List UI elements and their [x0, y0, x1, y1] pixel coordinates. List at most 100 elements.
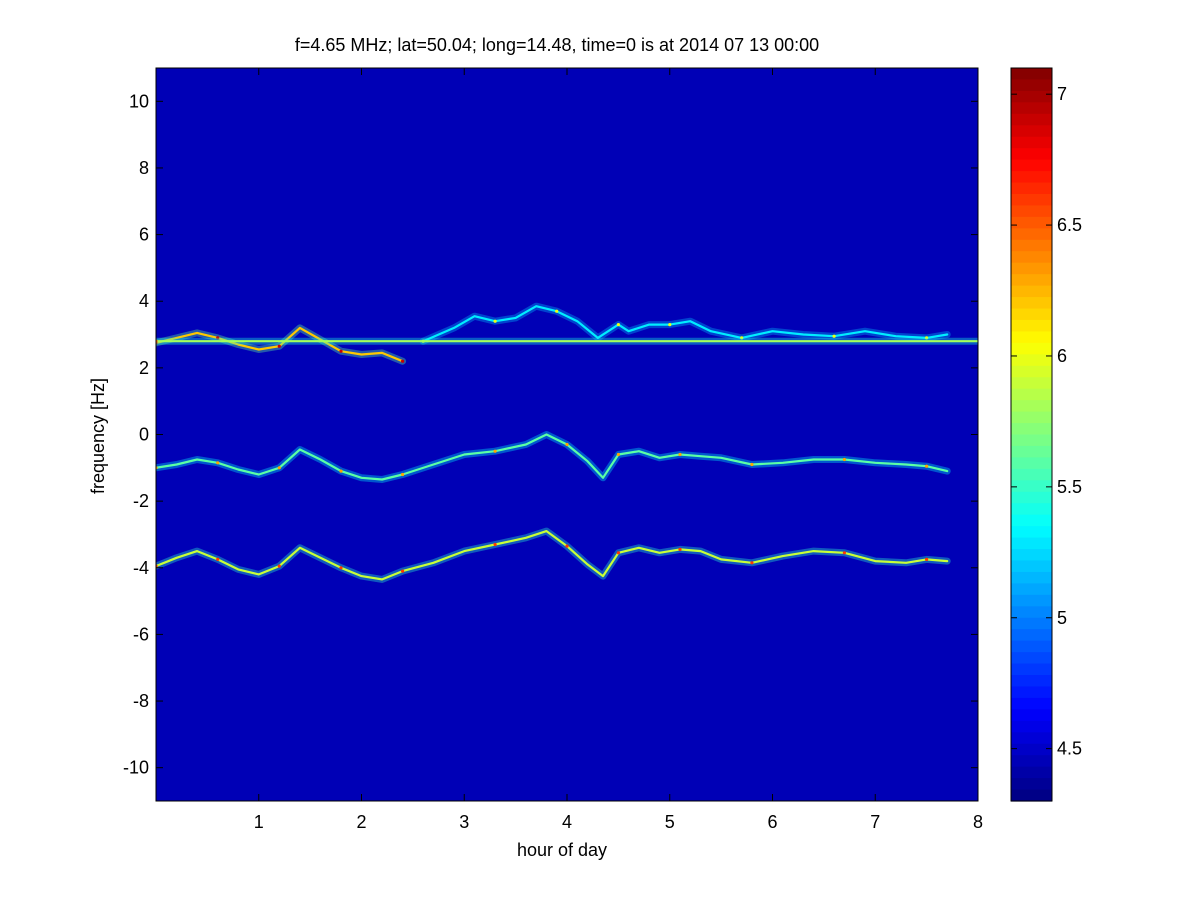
y-tick-label: -8	[133, 691, 149, 711]
x-tick-label: 1	[254, 812, 264, 832]
y-tick-label: 8	[139, 158, 149, 178]
colorbar-tick-label: 7	[1057, 84, 1067, 104]
plot-area	[155, 67, 979, 802]
trace-3-point	[493, 449, 497, 453]
y-tick-label: -6	[133, 624, 149, 644]
y-tick-label: 6	[139, 225, 149, 245]
colorbar	[1010, 67, 1053, 802]
colorbar-swatch	[1011, 675, 1052, 688]
colorbar-swatch	[1011, 686, 1052, 699]
trace-3	[156, 433, 949, 481]
colorbar-swatch	[1011, 193, 1052, 207]
colorbar-swatch	[1011, 514, 1052, 527]
trace-3-point	[277, 466, 281, 470]
colorbar-swatch	[1011, 125, 1052, 138]
trace-3-point	[216, 461, 220, 465]
trace-4-point	[339, 566, 343, 570]
colorbar-swatch	[1011, 216, 1052, 229]
x-tick-label: 4	[562, 812, 572, 832]
x-tick-label: 7	[870, 812, 880, 832]
colorbar-swatch	[1011, 778, 1052, 791]
trace-1-point	[277, 344, 281, 348]
colorbar-ticks: 4.5 5 5.5 6 6.5 7	[1011, 84, 1082, 759]
spectrogram-background	[156, 68, 978, 801]
colorbar-swatch	[1011, 102, 1052, 115]
x-axis-label: hour of day	[517, 840, 607, 860]
y-tick-label: -2	[133, 491, 149, 511]
colorbar-tick-label: 6	[1057, 346, 1067, 366]
trace-3-point	[678, 452, 682, 457]
trace-4-point	[216, 557, 220, 562]
colorbar-swatch	[1011, 629, 1052, 642]
colorbar-swatch	[1011, 400, 1052, 413]
colorbar-swatch	[1011, 732, 1052, 745]
colorbar-swatch	[1011, 697, 1052, 710]
colorbar-swatch	[1011, 766, 1052, 779]
y-tick-label: -4	[133, 558, 149, 578]
colorbar-swatch	[1011, 560, 1052, 573]
colorbar-frame	[1010, 67, 1053, 802]
colorbar-swatch	[1011, 411, 1052, 424]
colorbar-swatch	[1011, 251, 1052, 264]
colorbar-swatch	[1011, 549, 1052, 562]
x-axis: 1 2 3 4 5 6 7 8	[254, 68, 983, 832]
colorbar-swatch	[1011, 720, 1052, 733]
colorbar-swatch	[1011, 79, 1052, 92]
x-tick-label: 5	[665, 812, 675, 832]
trace-4-point	[678, 547, 682, 552]
trace-3-point	[616, 452, 621, 457]
colorbar-swatch	[1011, 319, 1052, 333]
x-tick-label: 8	[973, 812, 983, 832]
trace-4-point	[750, 561, 754, 565]
trace-2-point	[925, 336, 929, 340]
trace-4-point	[401, 569, 405, 573]
colorbar-swatch	[1011, 571, 1052, 584]
y-tick-label: 2	[139, 358, 149, 378]
trace-4	[156, 529, 949, 581]
colorbar-swatch	[1011, 354, 1052, 367]
y-tick-label: 10	[129, 91, 149, 111]
x-tick-label: 2	[356, 812, 366, 832]
y-axis: -10 -8 -6 -4 -2 0 2 4 6 8 10	[123, 91, 978, 778]
colorbar-swatch	[1011, 68, 1052, 81]
trace-4-point	[565, 544, 569, 548]
trace-4-point	[842, 551, 847, 555]
trace-1-point	[339, 349, 343, 353]
colorbar-swatch	[1011, 743, 1052, 756]
x-tick-label: 6	[767, 812, 777, 832]
colorbar-swatch	[1011, 113, 1052, 126]
colorbar-swatch	[1011, 182, 1052, 195]
colorbar-swatch	[1011, 148, 1052, 161]
colorbar-swatch	[1011, 262, 1052, 275]
colorbar-tick-label: 6.5	[1057, 215, 1082, 235]
colorbar-swatch	[1011, 159, 1052, 172]
trace-1-point	[401, 359, 405, 363]
colorbar-swatch	[1011, 297, 1052, 310]
colorbar-swatch	[1011, 331, 1052, 344]
colorbar-swatch	[1011, 274, 1052, 287]
x-tick-label: 3	[459, 812, 469, 832]
colorbar-swatch	[1011, 640, 1052, 653]
trace-4-point	[616, 551, 621, 555]
colorbar-swatch	[1011, 365, 1052, 378]
y-axis-label: frequency [Hz]	[88, 378, 108, 494]
colorbar-swatch	[1011, 663, 1052, 676]
trace-4-point	[277, 564, 281, 568]
colorbar-swatch	[1011, 457, 1052, 470]
y-tick-label: 4	[139, 291, 149, 311]
colorbar-swatch	[1011, 239, 1052, 252]
colorbar-swatch	[1011, 491, 1052, 504]
colorbar-swatch	[1011, 90, 1052, 103]
colorbar-tick-label: 5.5	[1057, 477, 1082, 497]
colorbar-swatch	[1011, 617, 1052, 630]
trace-4-point	[493, 542, 497, 547]
trace-3-point	[842, 457, 847, 462]
trace-3-point	[339, 469, 343, 473]
trace-2-point	[668, 323, 672, 327]
colorbar-swatch	[1011, 583, 1052, 596]
colorbar-swatch	[1011, 468, 1052, 481]
colorbar-swatch	[1011, 377, 1052, 390]
trace-group	[156, 302, 978, 583]
colorbar-swatch	[1011, 789, 1052, 802]
colorbar-swatch	[1011, 503, 1052, 516]
